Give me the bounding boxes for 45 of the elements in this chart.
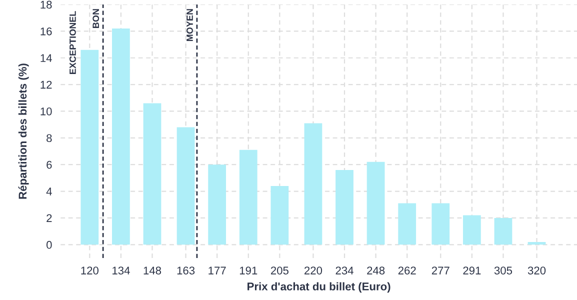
bar [143,103,162,245]
x-tick-label: 291 [463,266,481,274]
x-tick-label: 177 [208,266,226,274]
bar [304,123,322,245]
bar [270,186,289,245]
y-tick-label: 8 [46,134,52,142]
x-tick-label: 205 [270,266,288,274]
x-tick-label: 320 [528,266,546,274]
bar [176,127,195,245]
bar [112,28,130,245]
ref-line-label: MOYEN [186,9,193,42]
ref-line-label: BON [92,9,100,28]
x-tick-label: 234 [336,266,354,274]
x-tick-label: 134 [112,266,130,274]
bar [336,170,354,245]
x-tick-label: 163 [177,266,195,274]
x-axis-title: Prix d'achat du billet (Euro) [248,282,390,293]
y-tick-label: 14 [40,54,52,62]
y-axis-title: Répartition des billets (%) [18,64,29,199]
x-tick-label: 277 [432,266,450,274]
x-tick-label: 262 [398,266,416,274]
bar [366,162,385,245]
bar [462,215,481,245]
bar [80,50,99,245]
bar [239,150,258,245]
x-tick-label: 248 [367,266,385,274]
bar [432,203,450,245]
bar [528,242,546,245]
x-tick-label: 305 [494,266,512,274]
y-tick-label: 16 [40,27,52,36]
y-tick-label: 4 [46,188,52,196]
x-tick-label: 191 [240,266,258,274]
bar [398,203,416,245]
y-tick-label: 2 [46,214,52,222]
y-tick-label: 12 [40,80,52,89]
y-tick-label: 10 [40,108,52,116]
y-tick-label: 18 [40,0,52,9]
bar [208,164,226,245]
x-tick-label: 148 [144,266,162,274]
annotation: EXCEPTIONEL [70,11,76,74]
bar [494,218,512,245]
y-tick-label: 0 [46,240,52,249]
x-tick-label: 120 [81,266,98,274]
x-tick-label: 220 [304,266,322,274]
y-tick-label: 6 [46,160,52,169]
